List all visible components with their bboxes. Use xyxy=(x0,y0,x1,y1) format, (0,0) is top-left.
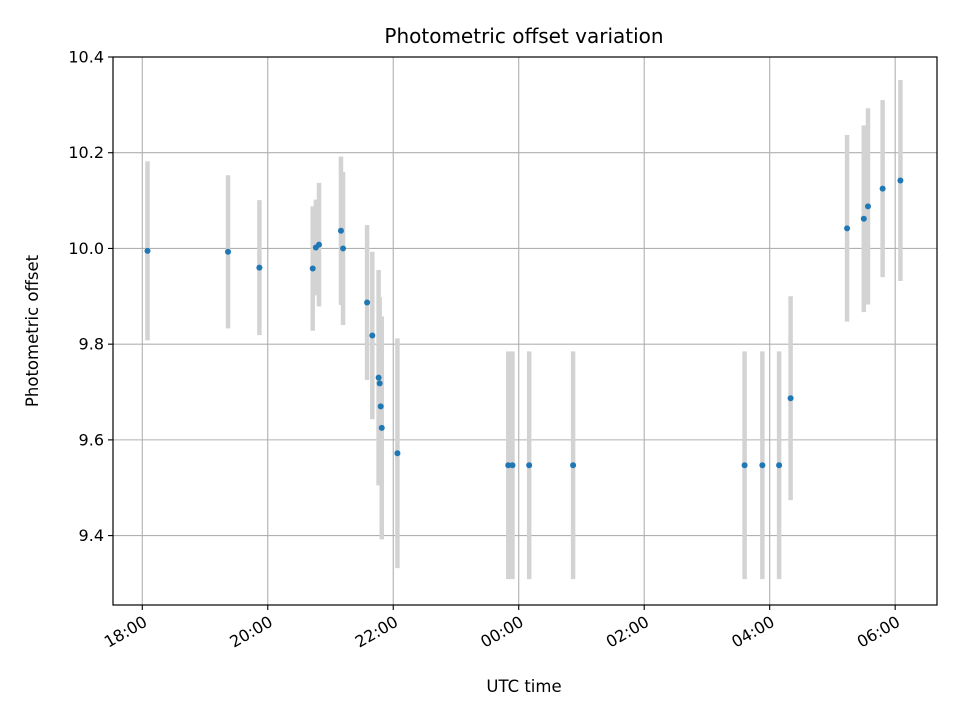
data-point xyxy=(337,227,344,234)
data-point xyxy=(340,245,347,252)
y-tick-label: 9.4 xyxy=(79,526,104,545)
data-point xyxy=(879,185,886,192)
data-point xyxy=(741,462,748,469)
x-axis-label: UTC time xyxy=(486,677,561,696)
data-point xyxy=(570,462,577,469)
data-point xyxy=(394,450,401,457)
data-point xyxy=(369,332,376,339)
data-point xyxy=(376,380,383,387)
y-tick-label: 10.4 xyxy=(68,48,104,67)
data-point xyxy=(256,264,263,271)
data-point xyxy=(860,215,867,222)
data-point xyxy=(864,203,871,210)
data-point xyxy=(309,265,316,272)
data-point xyxy=(316,241,322,248)
data-point xyxy=(897,177,904,184)
chart-title: Photometric offset variation xyxy=(384,24,663,48)
data-point xyxy=(364,299,371,306)
data-point xyxy=(378,424,385,431)
data-point xyxy=(787,395,794,402)
y-tick-label: 10.0 xyxy=(68,239,104,258)
data-point xyxy=(225,248,232,255)
y-axis-ticks: 9.4 9.6 9.8 10.0 10.2 10.4 xyxy=(68,48,113,545)
plot-frame xyxy=(112,56,938,606)
data-point xyxy=(759,462,766,469)
y-tick-label: 9.6 xyxy=(79,430,104,449)
data-point xyxy=(776,462,783,469)
y-tick-label: 10.2 xyxy=(68,143,104,162)
y-axis-label: Photometric offset xyxy=(23,254,42,407)
data-point xyxy=(505,462,512,469)
data-point xyxy=(375,374,382,381)
data-points xyxy=(144,177,904,469)
data-point xyxy=(144,247,151,254)
data-point xyxy=(509,462,516,469)
y-tick-label: 9.8 xyxy=(79,335,104,354)
data-point xyxy=(377,403,384,410)
data-point xyxy=(844,225,851,232)
data-point xyxy=(526,462,533,469)
